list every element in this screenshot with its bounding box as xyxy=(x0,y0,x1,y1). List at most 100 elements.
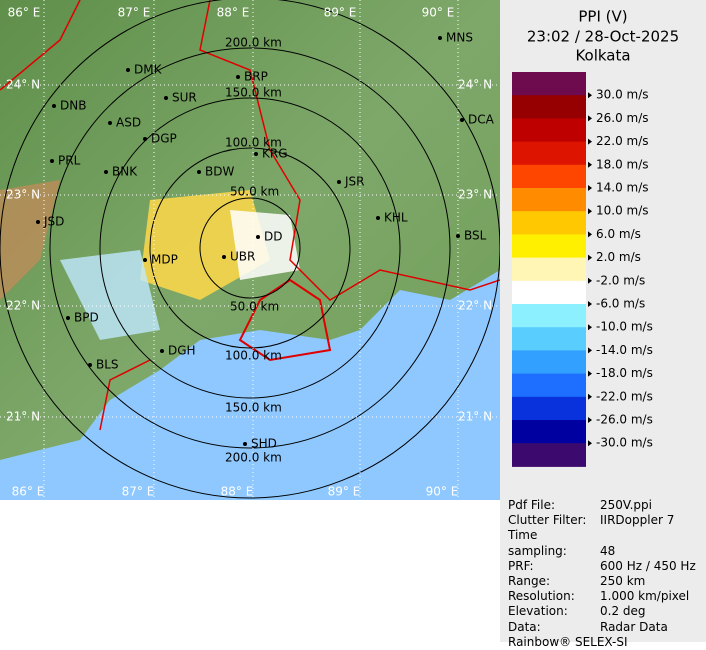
ring-label: 50.0 km xyxy=(230,185,279,199)
city-label: BRP xyxy=(244,70,268,84)
tick xyxy=(588,231,592,238)
info-value: IIRDoppler 7 xyxy=(600,513,675,528)
lon-label: 89° E xyxy=(324,6,357,20)
range-ring xyxy=(99,97,401,399)
lon-label: 86° E xyxy=(12,485,45,499)
coastline xyxy=(238,278,332,362)
city-dot xyxy=(126,68,130,72)
info-value: 250V.ppi xyxy=(600,498,652,512)
color-swatch xyxy=(512,257,586,282)
echo xyxy=(60,250,160,340)
city-label: ASD xyxy=(116,116,141,130)
city-label: DD xyxy=(264,230,282,244)
city-dot xyxy=(243,442,247,446)
legend-label: 2.0 m/s xyxy=(596,250,641,264)
color-swatch xyxy=(512,280,586,305)
info: Pdf File: 250V.ppi Clutter Filter: IIRDoppl… xyxy=(508,498,696,650)
info-label: Range: xyxy=(508,574,551,589)
city-label: DGP xyxy=(151,132,177,146)
info-label: Elevation: xyxy=(508,604,568,619)
time: 23:02 / 28-Oct-2025 xyxy=(527,28,679,46)
city-label: DNB xyxy=(60,99,86,113)
city-dot xyxy=(143,137,147,141)
lon-label: 89° E xyxy=(328,485,361,499)
info-row: Data: Radar Data xyxy=(508,620,696,635)
lon-label: 90° E xyxy=(422,6,455,20)
legend-label: 6.0 m/s xyxy=(596,227,641,241)
info-value: 250 km xyxy=(600,574,646,589)
ring-label: 100.0 km xyxy=(225,136,282,150)
info-row: Time sampling: 48 xyxy=(508,528,696,558)
info-row: Elevation: 0.2 deg xyxy=(508,604,696,619)
ring-label: 150.0 km xyxy=(225,86,282,100)
lon-label: 87° E xyxy=(118,6,151,20)
color-swatch xyxy=(512,164,586,189)
city-label: BDW xyxy=(205,165,234,179)
info-label: PRF: xyxy=(508,558,534,573)
lat-label: 24° N xyxy=(6,78,40,92)
color-swatch xyxy=(512,304,586,328)
city-label: BSL xyxy=(464,229,487,243)
info-value: 0.2 deg xyxy=(600,604,646,619)
city-dot xyxy=(254,152,258,156)
lon-label: 88° E xyxy=(217,6,250,20)
city-dot xyxy=(50,159,54,163)
legend: PPI (V) 23:02 / 28-Oct-2025 Kolkata 30.0… xyxy=(512,8,679,467)
color-swatch xyxy=(512,211,586,235)
city-dot xyxy=(236,75,240,79)
city-label: MDP xyxy=(151,253,178,267)
info-value: Radar Data xyxy=(600,619,668,634)
title: PPI (V) xyxy=(578,8,627,26)
legend-label: 18.0 m/s xyxy=(596,157,649,171)
color-swatch xyxy=(512,420,586,444)
legend-label: -10.0 m/s xyxy=(596,320,653,334)
city-dot xyxy=(376,216,380,220)
range-ring xyxy=(49,47,451,449)
info-value: 600 Hz / 450 Hz xyxy=(600,558,696,573)
city-dot xyxy=(160,349,164,353)
city-label: JSD xyxy=(43,215,64,229)
color-swatch xyxy=(512,443,586,467)
info-row: Clutter Filter: IIRDoppler 7 xyxy=(508,513,696,528)
city-dot xyxy=(36,220,40,224)
color-swatch xyxy=(512,95,586,119)
tick xyxy=(588,115,592,122)
tick xyxy=(588,277,592,284)
legend-label: 26.0 m/s xyxy=(596,111,649,125)
legend-label: -6.0 m/s xyxy=(596,297,645,311)
city-dot xyxy=(143,258,147,262)
lon-label: 88° E xyxy=(221,485,254,499)
legend-label: 30.0 m/s xyxy=(596,88,649,102)
legend-label: -18.0 m/s xyxy=(596,366,653,380)
lat-label: 22° N xyxy=(6,299,40,313)
city-label: BPD xyxy=(74,311,99,325)
city-dot xyxy=(164,96,168,100)
tick xyxy=(588,370,592,377)
color-swatch xyxy=(512,72,586,96)
border xyxy=(0,0,500,431)
ring-label: 200.0 km xyxy=(225,451,282,465)
info-row: PRF: 600 Hz / 450 Hz xyxy=(508,559,696,574)
tick xyxy=(588,324,592,331)
tick xyxy=(588,417,592,423)
city-dot xyxy=(88,363,92,367)
range-ring xyxy=(0,0,500,499)
city-dot xyxy=(104,170,108,174)
color-swatch xyxy=(512,373,586,398)
color-swatch xyxy=(512,141,586,166)
city-label: KHL xyxy=(384,211,408,225)
side-panel: PPI (V) 23:02 / 28-Oct-2025 Kolkata 30.0… xyxy=(500,0,706,642)
city-dot xyxy=(256,235,260,239)
tick xyxy=(588,301,592,307)
terrain xyxy=(0,180,60,300)
legend-label: 10.0 m/s xyxy=(596,204,649,218)
city-dot xyxy=(456,234,460,238)
city-label: DMK xyxy=(134,63,163,77)
info-row: Resolution: 1.000 km/pixel xyxy=(508,589,696,604)
info-row: Range: 250 km xyxy=(508,574,696,589)
city-dot xyxy=(337,180,341,184)
city-label: BLS xyxy=(96,358,119,372)
lat-label: 23° N xyxy=(458,188,492,202)
info-value: 48 xyxy=(600,543,616,558)
city-label: BNK xyxy=(112,165,138,179)
